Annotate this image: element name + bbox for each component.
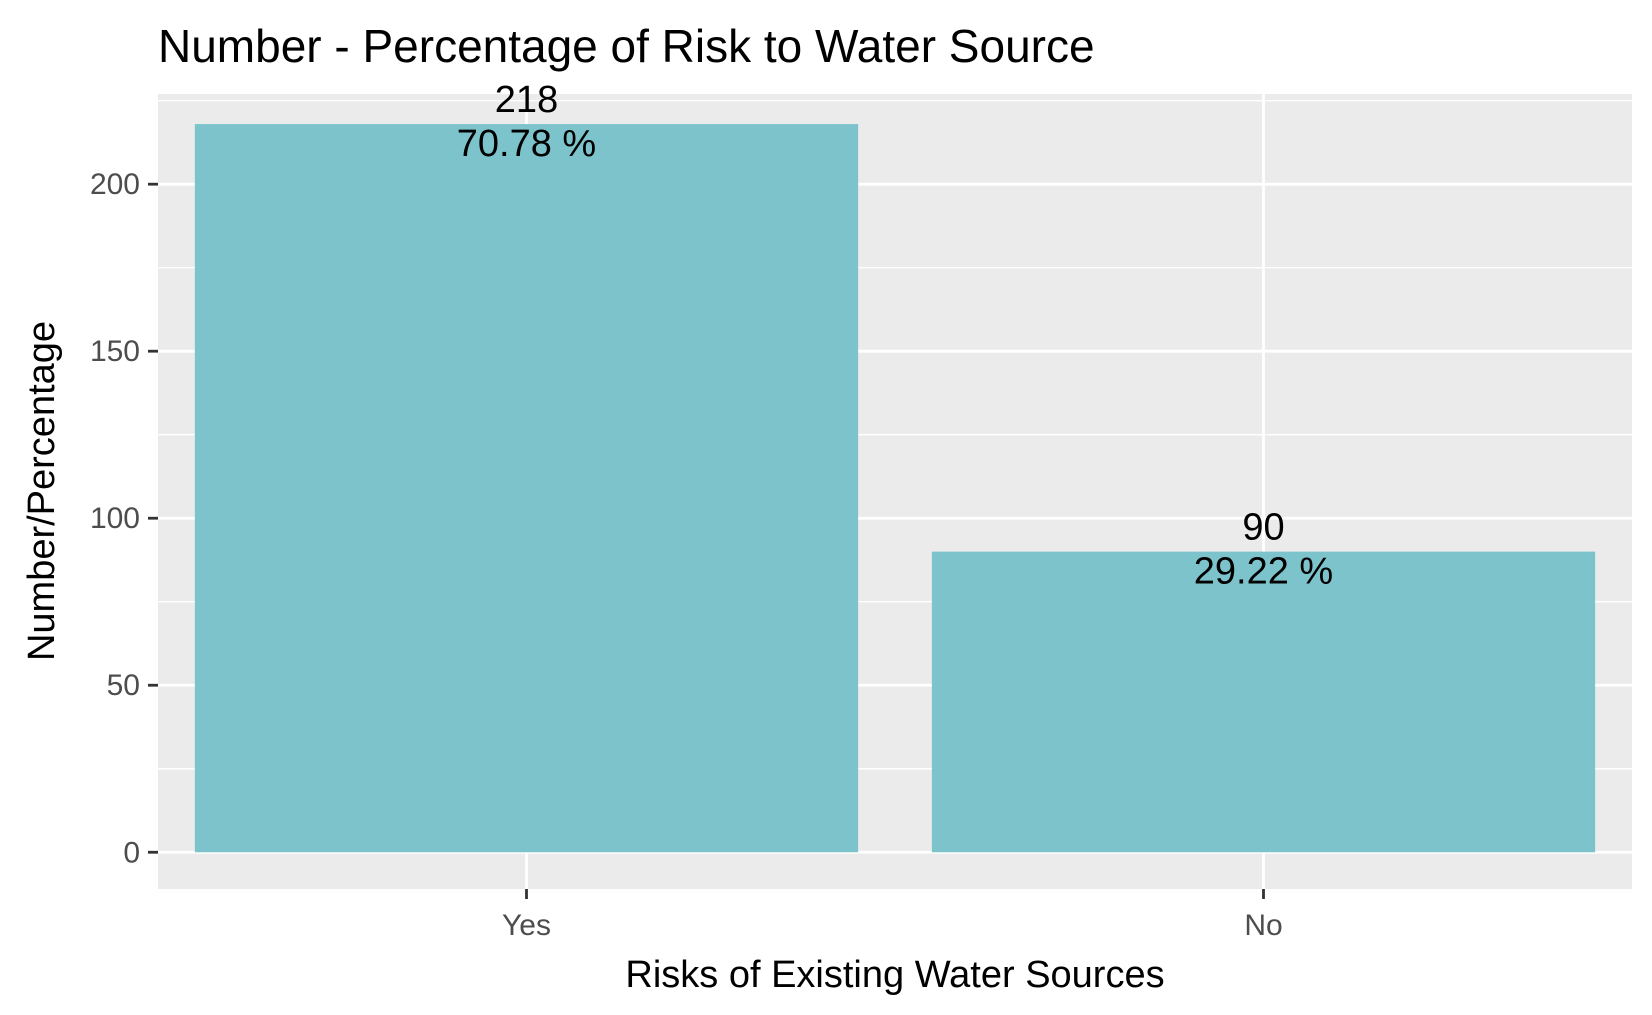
y-tick-label: 150: [90, 335, 140, 368]
x-tick-label: No: [1244, 909, 1282, 942]
x-axis-title: Risks of Existing Water Sources: [625, 954, 1164, 996]
y-tick-label: 0: [123, 836, 140, 869]
percent-label: 70.78 %: [457, 123, 596, 165]
value-label: 90: [1242, 507, 1284, 549]
value-label: 218: [495, 79, 558, 121]
bar-no: [931, 551, 1596, 853]
y-axis-title: Number/Percentage: [21, 321, 63, 661]
y-axis: 0 50 100 150 200: [90, 168, 158, 869]
bar-yes: [194, 124, 859, 853]
bars: [194, 124, 1596, 853]
y-tick-label: 200: [90, 168, 140, 201]
chart-title: Number - Percentage of Risk to Water Sou…: [158, 20, 1095, 72]
x-tick-label: Yes: [502, 909, 551, 942]
x-axis: Yes No: [502, 889, 1283, 942]
y-tick-label: 50: [107, 669, 140, 702]
percent-label: 29.22 %: [1194, 551, 1333, 593]
y-tick-label: 100: [90, 502, 140, 535]
